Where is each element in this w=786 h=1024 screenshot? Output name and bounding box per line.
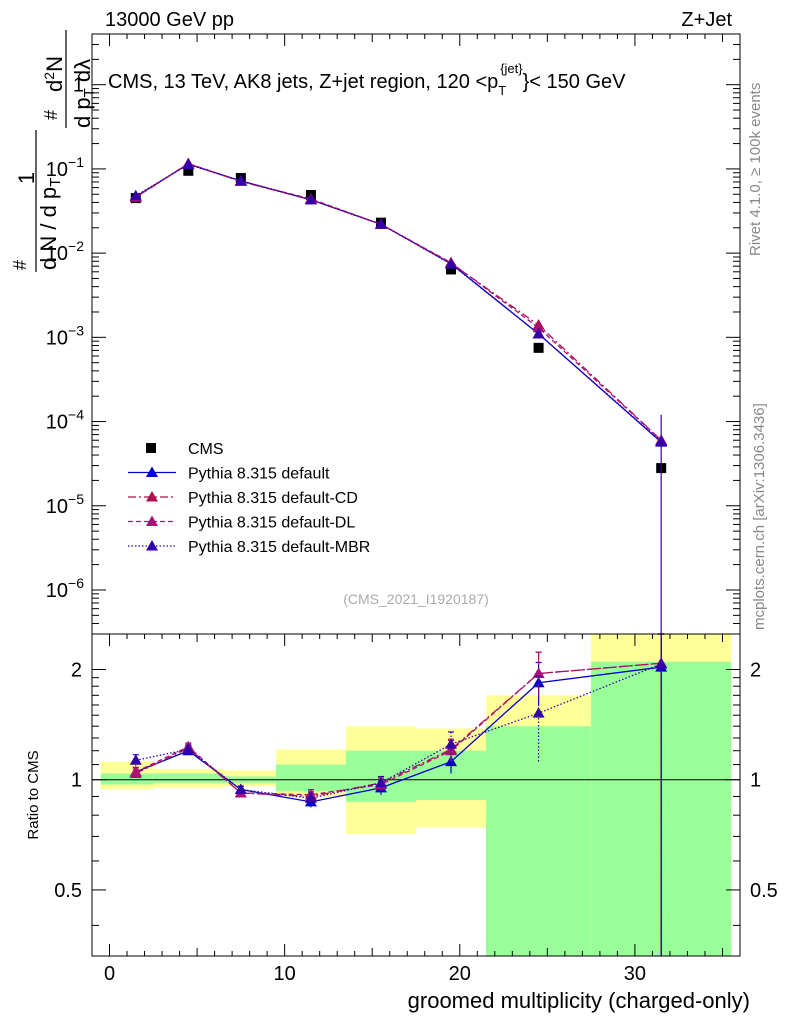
legend-marker-1 <box>146 491 158 502</box>
ratio-point-3-5 <box>445 738 458 749</box>
plot-title-sub: T <box>498 83 506 98</box>
series-line-3 <box>135 163 662 442</box>
mcplots-text: mcplots.cern.ch [arXiv:1306.3436] <box>751 403 768 630</box>
ratio-line-2 <box>135 662 662 796</box>
cms-point-5 <box>446 264 457 275</box>
y-ratio-tick-label-2: 2 <box>71 659 82 681</box>
svg-text:#: # <box>10 260 30 270</box>
analysis-tag: (CMS_2021_I1920187) <box>343 591 489 607</box>
x-axis-label: groomed multiplicity (charged-only) <box>408 988 750 1013</box>
stat-band-3 <box>275 764 346 792</box>
series-3-point-4 <box>374 218 387 229</box>
legend-cms-label: CMS <box>188 441 224 458</box>
series-3-point-3 <box>304 193 317 205</box>
series-3-point-2 <box>234 174 247 186</box>
legend-label-0: Pythia 8.315 default <box>188 466 330 483</box>
series-line-2 <box>135 162 662 441</box>
x-tick-label-0: 0 <box>104 963 115 985</box>
legend: CMS Pythia 8.315 default Pythia 8.315 defa… <box>128 441 370 556</box>
ratio-point-0-6 <box>532 676 545 688</box>
plot-title-sup: {jet} <box>500 61 523 76</box>
ratio-point-3-0 <box>129 754 142 765</box>
ratio-point-3-2 <box>234 783 247 795</box>
ratio-point-3-6 <box>532 707 545 718</box>
plot-title-tail: }< 150 GeV <box>523 71 627 93</box>
legend-marker-3 <box>146 540 158 551</box>
axes: 0 10 20 30 1 10−1 10−2 10−3 10−4 10−5 10−6 0.5 0.5 1 1… <box>46 33 778 985</box>
y-main-tick-label-0: 1 <box>73 75 84 97</box>
legend-label-1: Pythia 8.315 default-CD <box>188 490 358 507</box>
rivet-version-text: Rivet 4.1.0, ≥ 100k events <box>747 83 764 256</box>
y-ratio-tick-label-1: 1 <box>71 770 82 792</box>
main-panel <box>129 157 668 634</box>
stat-band-0 <box>100 773 154 785</box>
legend-label-2: Pythia 8.315 default-DL <box>188 515 355 532</box>
header-left: 13000 GeV pp <box>105 9 234 31</box>
plot-title: CMS, 13 TeV, AK8 jets, Z+jet region, 120… <box>108 61 626 98</box>
legend-cms-marker <box>146 443 156 453</box>
series-3-point-6 <box>532 327 545 339</box>
y-main-tick-label-6: 10−6 <box>46 575 84 602</box>
legend-label-3: Pythia 8.315 default-MBR <box>188 539 370 556</box>
legend-marker-0 <box>146 466 158 477</box>
series-2-point-6 <box>532 321 545 333</box>
ratio-point-2-0 <box>129 765 142 777</box>
y-main-tick-label-3: 10−3 <box>46 322 84 349</box>
plot-title-main: CMS, 13 TeV, AK8 jets, Z+jet region, 120… <box>108 71 498 93</box>
y-main-tick-label-1: 10−1 <box>46 154 84 181</box>
svg-text:#: # <box>41 110 61 120</box>
y-ratio-tick-label-right-1: 1 <box>750 770 761 792</box>
svg-text:d pT dλ: d pT dλ <box>70 59 98 128</box>
y-ratio-tick-label-0: 0.5 <box>54 880 82 902</box>
svg-text:1: 1 <box>14 172 39 184</box>
stat-band-6 <box>486 726 592 956</box>
y-axis-label-ratio: Ratio to CMS <box>25 750 42 839</box>
y-main-tick-label-5: 10−5 <box>46 491 84 518</box>
y-ratio-tick-label-right-2: 2 <box>750 659 761 681</box>
legend-marker-2 <box>146 515 158 526</box>
ratio-frame <box>91 633 741 957</box>
svg-text:d2N: d2N <box>41 56 67 92</box>
ratio-line-0 <box>135 666 662 803</box>
x-tick-label-2: 20 <box>449 963 471 985</box>
cms-point-6 <box>533 342 544 353</box>
series-3-point-1 <box>182 158 195 169</box>
header-right: Z+Jet <box>681 9 732 31</box>
y-main-tick-label-2: 10−2 <box>46 238 84 265</box>
ratio-panel <box>92 633 740 956</box>
ratio-point-3-1 <box>182 743 195 754</box>
x-tick-label-1: 10 <box>274 963 296 985</box>
y-axis-label-main: 1 d N / d pT # # d2N d pT dλ <box>10 30 98 272</box>
svg-text:d N / d pT: d N / d pT <box>36 178 64 270</box>
cms-point-1 <box>183 165 194 176</box>
x-tick-label-3: 30 <box>624 963 646 985</box>
y-main-tick-label-4: 10−4 <box>46 407 84 434</box>
ratio-point-3-4 <box>374 776 387 788</box>
ratio-point-3-3 <box>304 792 317 803</box>
series-3-point-5 <box>445 258 458 269</box>
series-3-point-0 <box>129 189 142 201</box>
y-ratio-tick-label-right-0: 0.5 <box>750 880 778 902</box>
stat-band-1 <box>153 773 224 783</box>
